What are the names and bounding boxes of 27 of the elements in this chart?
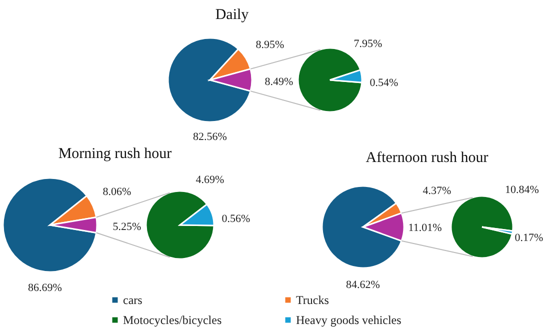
data-label: 86.69% — [28, 282, 62, 294]
data-label: 11.01% — [408, 222, 442, 234]
data-label: 8.95% — [256, 39, 284, 51]
data-label: 4.69% — [196, 174, 224, 186]
pie-slice — [167, 37, 252, 123]
data-label: 8.49% — [264, 76, 294, 88]
data-label: 0.17% — [514, 232, 544, 244]
data-label: 82.56% — [193, 131, 227, 143]
pie-slice — [145, 190, 215, 260]
legend-label: Trucks — [296, 293, 330, 307]
data-label: 0.56% — [222, 213, 250, 225]
pie-slice — [297, 47, 363, 113]
data-label: 4.37% — [422, 185, 452, 197]
pie-slice — [321, 185, 402, 269]
data-label: 8.06% — [102, 186, 132, 198]
legend-label: cars — [123, 293, 143, 307]
data-label: 7.95% — [354, 38, 382, 50]
chart-title: Afternoon rush hour — [366, 150, 488, 166]
legend-label: Heavy goods vehicles — [296, 313, 402, 327]
data-label: 0.54% — [370, 77, 398, 89]
legend-label: Motocycles/bicycles — [123, 313, 222, 327]
chart-title: Morning rush hour — [58, 146, 172, 162]
data-label: 10.84% — [505, 184, 539, 196]
data-label: 84.62% — [346, 279, 380, 291]
data-label: 5.25% — [112, 221, 142, 233]
pie-slice — [450, 195, 514, 259]
chart-title: Daily — [215, 7, 250, 23]
